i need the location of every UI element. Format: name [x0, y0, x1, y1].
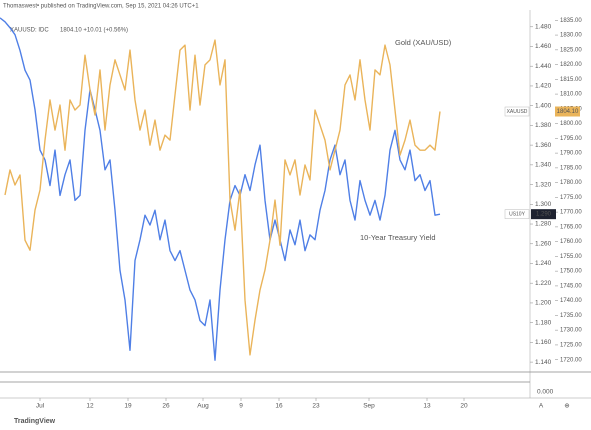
y2-tick-label: 1775.00	[560, 195, 582, 201]
x-tick-label: 20	[460, 403, 468, 410]
x-tick-label: 16	[275, 403, 283, 410]
legend-quote: 1804.10 +10.01 (+0.56%)	[60, 28, 128, 34]
y2-tick-label: 1720.00	[560, 357, 582, 363]
x-tick-label: 26	[162, 403, 170, 410]
last-value-box	[531, 209, 556, 220]
x-tick-label: Sep	[363, 403, 375, 410]
y-tick-label: 1.460	[535, 43, 552, 50]
y2-tick-label: 1810.00	[560, 92, 582, 98]
y-tick-label: 1.140	[535, 359, 552, 366]
x-tick-label: 19	[124, 403, 132, 410]
y-tick-label: 1.200	[535, 300, 552, 307]
y2-tick-label: 1770.00	[560, 210, 582, 216]
legend-symbol: XAUUSD: IDC	[10, 28, 49, 34]
last-value-box	[555, 106, 580, 117]
x-tick-label: 12	[86, 403, 94, 410]
x-tick-label: 9	[239, 403, 243, 410]
axis-button[interactable]: A	[539, 403, 544, 410]
y-tick-label: 1.440	[535, 63, 552, 70]
y-tick-label: 1.380	[535, 122, 552, 129]
y-tick-label: 1.320	[535, 181, 552, 188]
y2-tick-label: 1730.00	[560, 328, 582, 334]
y-tick-label: 1.180	[535, 319, 552, 326]
y2-tick-label: 1800.00	[560, 121, 582, 127]
y2-tick-label: 1825.00	[560, 47, 582, 53]
last-value-label: 1804.10	[557, 109, 579, 115]
y2-tick-label: 1765.00	[560, 224, 582, 230]
y-tick-label: 1.420	[535, 83, 552, 90]
y2-tick-label: 1835.00	[560, 18, 582, 24]
y2-tick-label: 1750.00	[560, 269, 582, 275]
axis-button[interactable]: ⊕	[564, 403, 569, 410]
y2-tick-label: 1735.00	[560, 313, 582, 319]
y-tick-label: 1.360	[535, 142, 552, 149]
x-tick-label: 13	[423, 403, 431, 410]
y-tick-label: 1.260	[535, 240, 552, 247]
x-tick-label: 23	[312, 403, 320, 410]
name-tag-label: XAUUSD	[507, 109, 528, 115]
name-tag	[504, 209, 530, 219]
y-tick-label: 1.300	[535, 201, 552, 208]
x-tick-label: Aug	[197, 403, 209, 410]
annotation-gold: Gold (XAU/USD)	[395, 38, 452, 47]
y-tick-label: 1.480	[535, 23, 552, 30]
y2-tick-label: 1815.00	[560, 77, 582, 83]
y-tick-label: 1.280	[535, 221, 552, 228]
y2-tick-label: 1830.00	[560, 33, 582, 39]
y2-tick-label: 1820.00	[560, 62, 582, 68]
y2-tick-label: 1795.00	[560, 136, 582, 142]
footer-logo: TradingView	[14, 418, 56, 425]
y2-tick-label: 1760.00	[560, 239, 582, 245]
annotation-yield: 10-Year Treasury Yield	[360, 233, 436, 242]
y-tick-label: 1.400	[535, 102, 552, 109]
x-tick-label: Jul	[36, 403, 45, 410]
y-tick-label: 1.220	[535, 280, 552, 287]
y2-tick-label: 1725.00	[560, 342, 582, 348]
series-line	[4, 39, 441, 356]
last-value-label: 1.290	[536, 212, 552, 218]
y2-tick-label: 1780.00	[560, 180, 582, 186]
y2-tick-label: 1785.00	[560, 165, 582, 171]
y2-tick-label: 1790.00	[560, 151, 582, 157]
lower-pane-label: 0.000	[537, 389, 554, 396]
name-tag-label: US10Y	[509, 211, 526, 217]
y-tick-label: 1.160	[535, 339, 552, 346]
header: Thomaswest• published on TradingView.com…	[3, 4, 199, 10]
y2-tick-label: 1745.00	[560, 283, 582, 289]
y-tick-label: 1.240	[535, 260, 552, 267]
y2-tick-label: 1740.00	[560, 298, 582, 304]
y-tick-label: 1.340	[535, 162, 552, 169]
y2-tick-label: 1755.00	[560, 254, 582, 260]
name-tag	[504, 106, 530, 117]
series-line	[0, 17, 441, 361]
